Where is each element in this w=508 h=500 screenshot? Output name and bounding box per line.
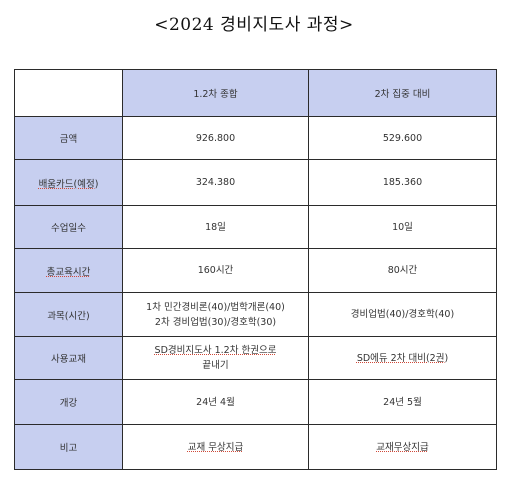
table-row: 배움카드(예정) 324.380 185.360	[14, 159, 497, 206]
table-row: 금액 926.800 529.600	[14, 116, 497, 160]
table-row: 개강 24년 4월 24년 5월	[14, 379, 497, 425]
row-label: 총교육시간	[14, 248, 123, 293]
row-label: 비고	[14, 424, 123, 470]
row-value-intensive: 185.360	[308, 159, 497, 206]
page-title: <2024 경비지도사 과정>	[154, 15, 354, 35]
table-row: 과목(시간) 1차 민간경비론(40)/법학개론(40) 2차 경비업법(30)…	[14, 292, 497, 337]
row-value-intensive: 경비업법(40)/경호학(40)	[308, 292, 497, 337]
row-value-combined: 18일	[122, 205, 309, 249]
row-value-combined: 160시간	[122, 248, 309, 293]
row-label: 금액	[14, 116, 123, 160]
table-row: 수업일수 18일 10일	[14, 205, 497, 249]
table-row: 총교육시간 160시간 80시간	[14, 248, 497, 293]
row-value-intensive: 24년 5월	[308, 379, 497, 425]
row-value-combined: 926.800	[122, 116, 309, 160]
row-value-intensive: 80시간	[308, 248, 497, 293]
header-course-intensive: 2차 집중 대비	[308, 69, 497, 117]
row-label: 수업일수	[14, 205, 123, 249]
course-comparison-table: 1.2차 종합 2차 집중 대비 금액 926.800 529.600 배움카드…	[14, 69, 497, 470]
header-corner-cell	[14, 69, 123, 117]
row-value-combined: 324.380	[122, 159, 309, 206]
row-label: 사용교재	[14, 336, 123, 380]
row-value-combined: 24년 4월	[122, 379, 309, 425]
row-label: 개강	[14, 379, 123, 425]
table-row: 사용교재 SD경비지도사 1.2차 한권으로 끝내기 SD에듀 2차 대비(2권…	[14, 336, 497, 380]
row-value-combined: SD경비지도사 1.2차 한권으로 끝내기	[122, 336, 309, 380]
row-value-intensive: 10일	[308, 205, 497, 249]
table-row: 비고 교재 무상지급 교재무상지급	[14, 424, 497, 470]
row-label: 배움카드(예정)	[14, 159, 123, 206]
table-header-row: 1.2차 종합 2차 집중 대비	[14, 69, 497, 117]
row-value-intensive: SD에듀 2차 대비(2권)	[308, 336, 497, 380]
row-label: 과목(시간)	[14, 292, 123, 337]
row-value-intensive: 529.600	[308, 116, 497, 160]
header-course-combined: 1.2차 종합	[122, 69, 309, 117]
row-value-combined: 교재 무상지급	[122, 424, 309, 470]
row-value-combined: 1차 민간경비론(40)/법학개론(40) 2차 경비업법(30)/경호학(30…	[122, 292, 309, 337]
row-value-intensive: 교재무상지급	[308, 424, 497, 470]
